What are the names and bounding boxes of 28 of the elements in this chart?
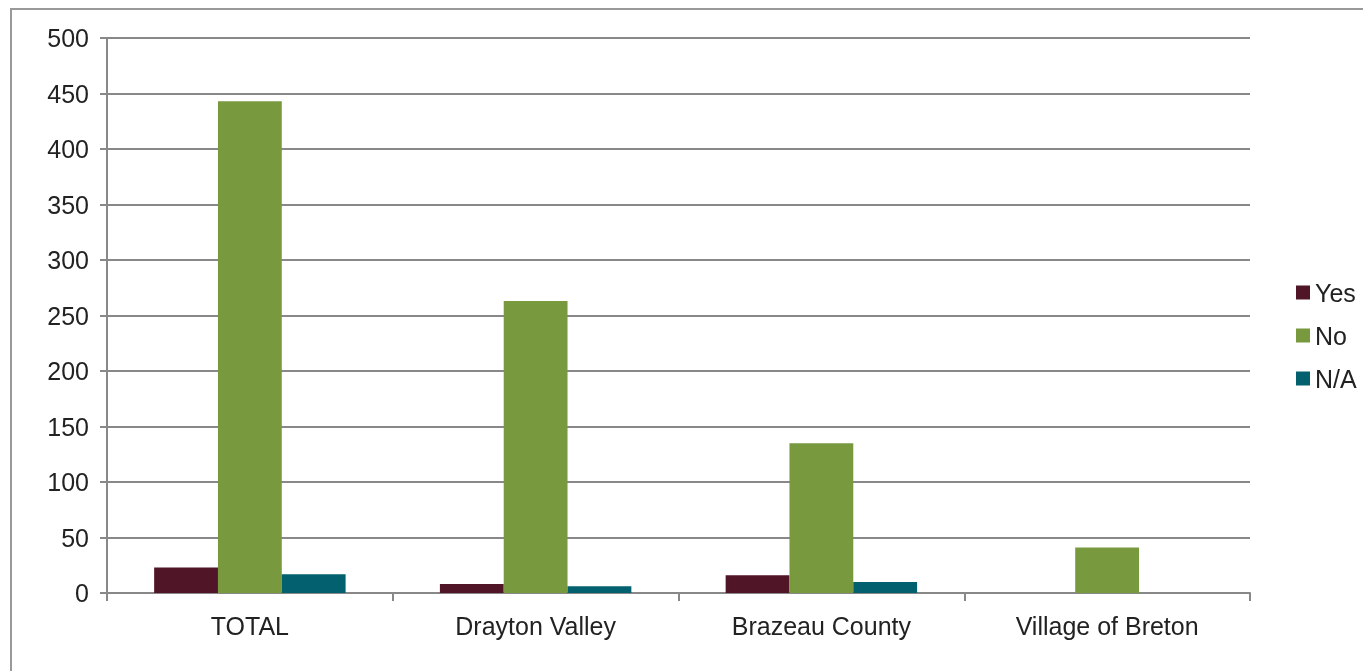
bar [154, 567, 218, 593]
y-tick-label: 250 [47, 301, 89, 330]
bar [281, 574, 346, 593]
x-tick-label: TOTAL [210, 611, 290, 640]
x-tick-label: Drayton Valley [455, 611, 617, 640]
legend-label: N/A [1315, 364, 1357, 393]
bar [1075, 547, 1140, 593]
y-tick-label: 300 [47, 246, 89, 274]
y-tick-label: 350 [47, 190, 89, 219]
bar [789, 443, 854, 593]
bar [217, 101, 282, 593]
bar [567, 586, 632, 593]
x-tick-label: Village of Breton [1015, 611, 1199, 640]
y-tick-label: 450 [47, 79, 89, 108]
legend-label: Yes [1315, 278, 1356, 307]
y-tick-label: 200 [47, 357, 89, 385]
y-tick-label: 150 [47, 412, 89, 441]
y-tick-label: 400 [47, 135, 89, 163]
bar [439, 584, 504, 593]
x-tick-label: Brazeau County [731, 611, 912, 640]
legend-label: No [1315, 321, 1347, 350]
bar [853, 581, 918, 593]
y-tick-label: 500 [47, 24, 89, 52]
y-tick-label: 50 [61, 523, 89, 552]
y-tick-label: 100 [47, 468, 89, 496]
bar [503, 301, 568, 593]
y-tick-label: 0 [75, 579, 89, 607]
bar [725, 575, 790, 593]
